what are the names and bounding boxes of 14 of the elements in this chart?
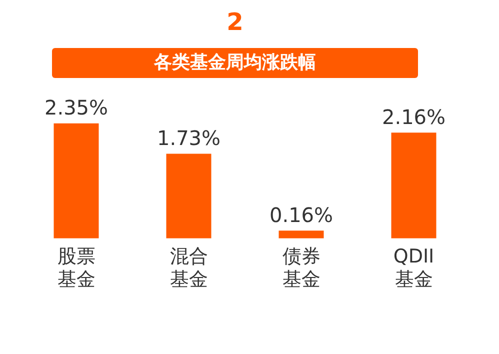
- x-tick-label: 股票基金: [57, 246, 96, 291]
- data-label: 2.16%: [382, 104, 446, 129]
- x-tick-label: 混合基金: [170, 246, 208, 291]
- data-label: 1.73%: [156, 126, 221, 150]
- bar: [54, 123, 99, 238]
- bar: [391, 132, 436, 238]
- x-tick-label: QDII基金: [393, 246, 434, 291]
- data-label: 2.35%: [44, 96, 108, 120]
- x-tick-label: 债券基金: [282, 246, 320, 291]
- bar: [278, 230, 324, 238]
- chart-title: 各类基金周均涨跌幅: [52, 48, 418, 78]
- bar: [166, 154, 212, 238]
- text: 2: [226, 8, 244, 36]
- data-label: 0.16%: [269, 202, 334, 227]
